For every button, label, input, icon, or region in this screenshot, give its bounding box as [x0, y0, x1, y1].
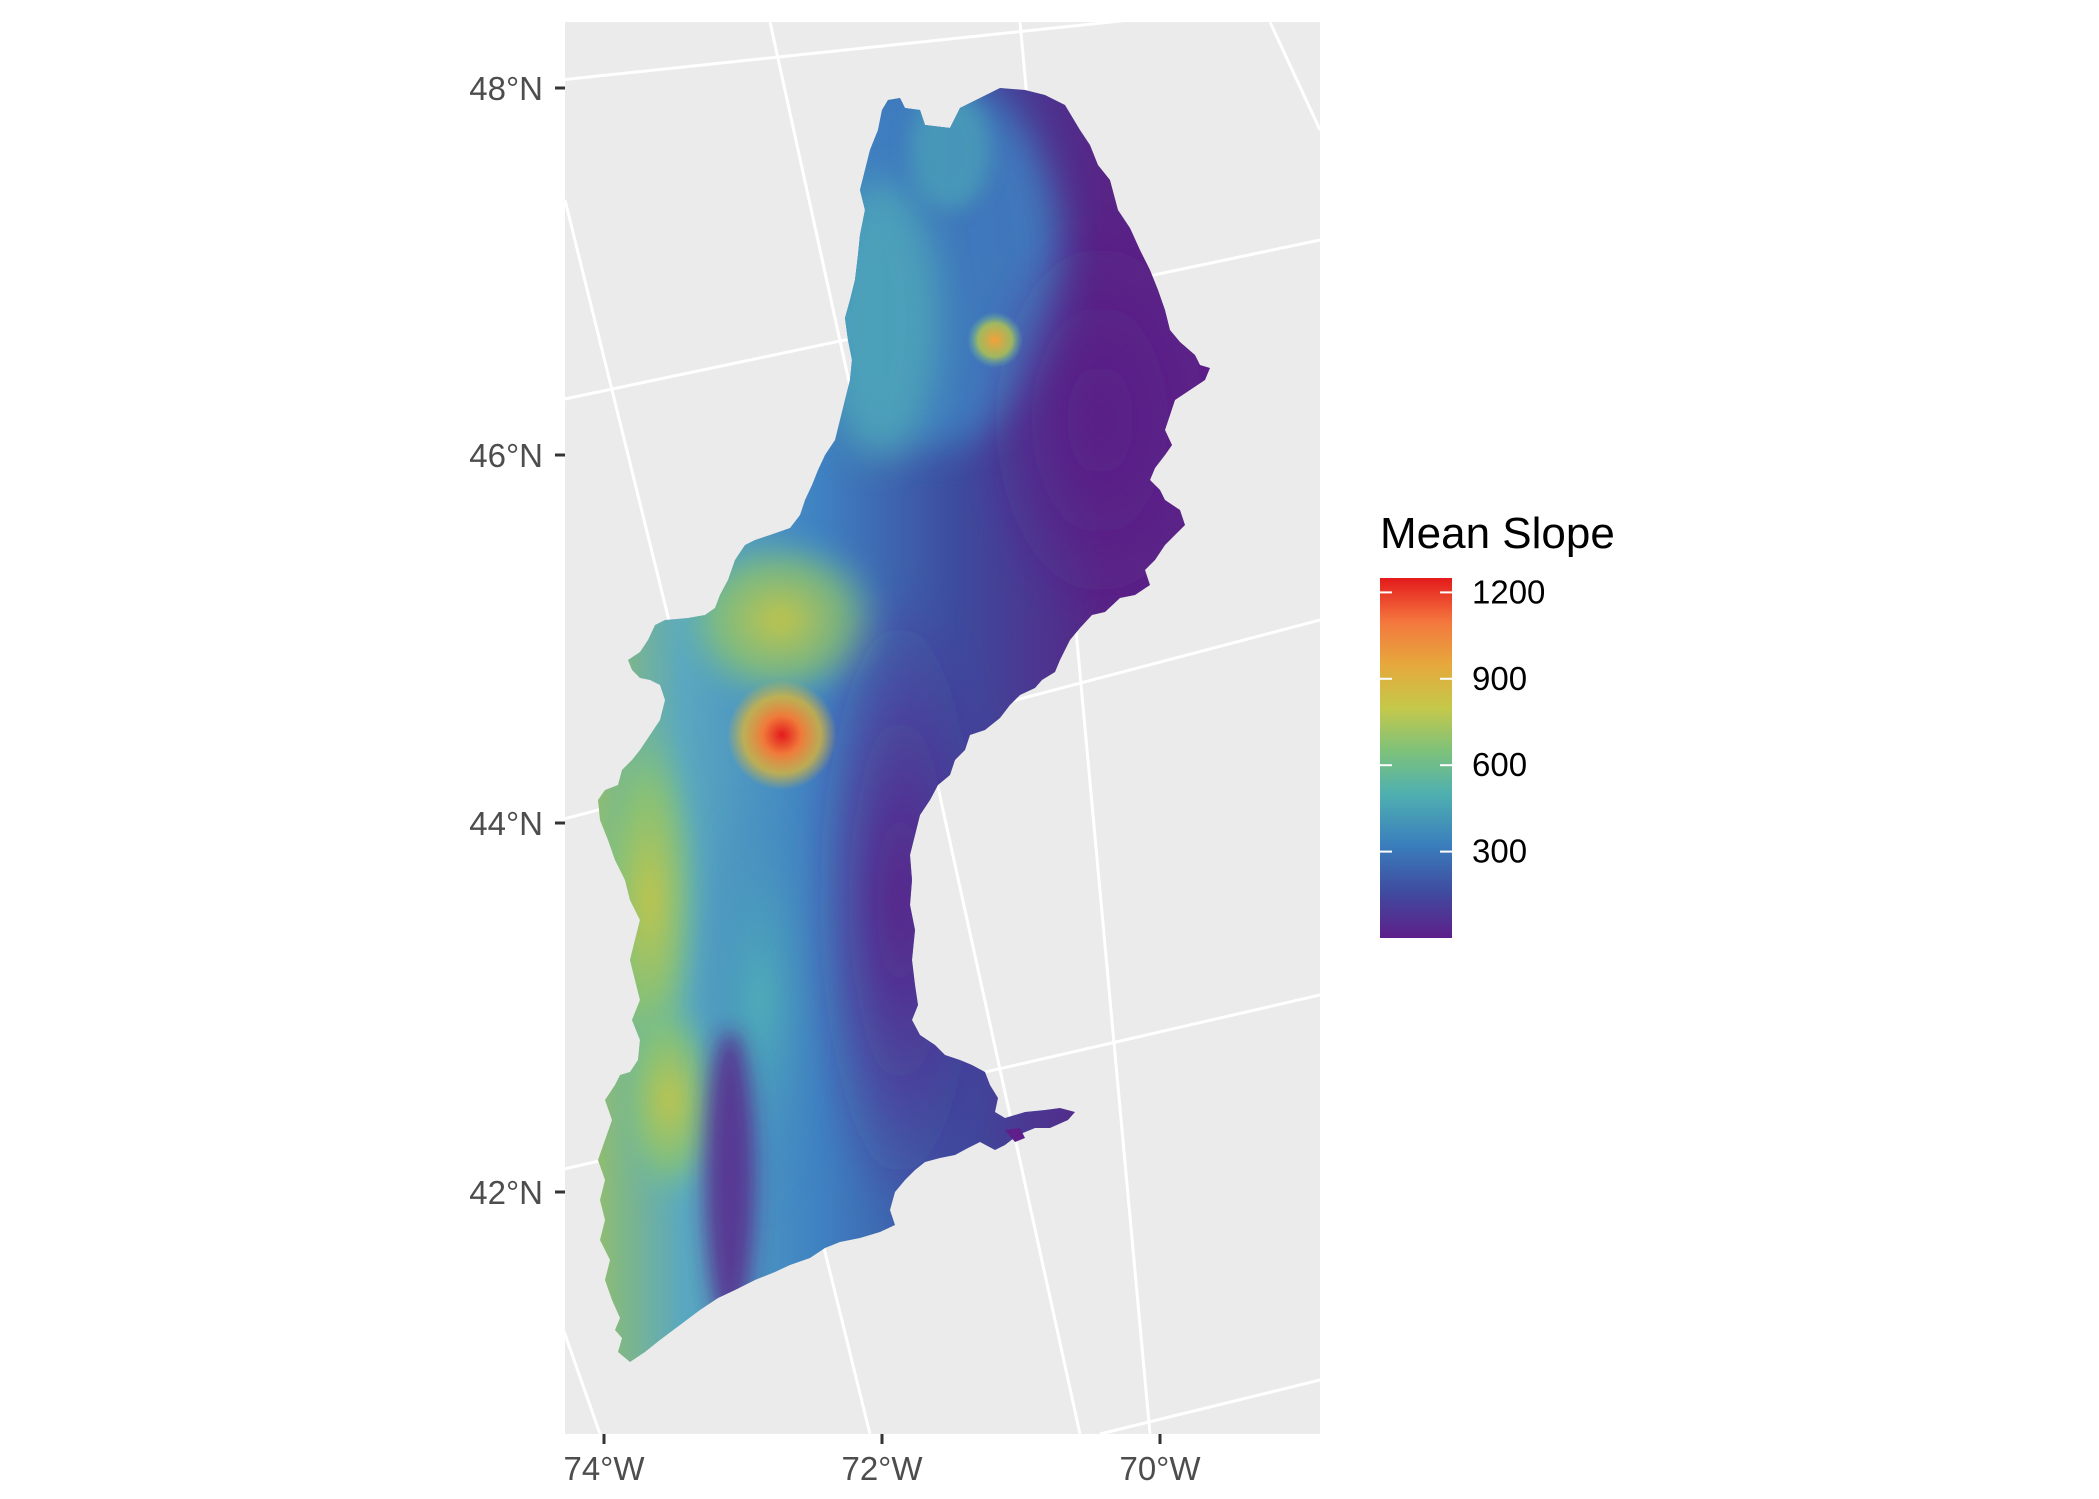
- legend: Mean Slope 1200 900 600 300: [1380, 509, 1615, 938]
- y-tick-label-46: 46°N: [469, 437, 543, 474]
- x-tick-label-74: 74°W: [563, 1450, 645, 1487]
- region-northeast-purple: [980, 220, 1210, 620]
- legend-colorbar: [1380, 578, 1452, 938]
- graticule-lat-41: [1099, 1378, 1320, 1434]
- x-axis: 74°W 72°W 70°W: [563, 1434, 1201, 1487]
- y-tick-label-48: 48°N: [469, 70, 543, 107]
- y-axis: 48°N 46°N 44°N 42°N: [469, 70, 565, 1211]
- graticule-lon-74: [565, 1329, 602, 1434]
- x-tick-label-70: 70°W: [1119, 1450, 1201, 1487]
- map-island: [1005, 1128, 1025, 1142]
- legend-tick-label-300: 300: [1472, 833, 1527, 870]
- legend-tick-label-1200: 1200: [1472, 573, 1545, 610]
- legend-tick-label-600: 600: [1472, 746, 1527, 783]
- region-east-purple: [810, 580, 990, 1220]
- region-hotspot-katahdin: [967, 312, 1023, 368]
- graticule-lon-70: [1268, 22, 1320, 131]
- region-valley-purple: [705, 1030, 755, 1330]
- legend-ticks: 1200 900 600 300: [1380, 573, 1545, 870]
- x-tick-label-72: 72°W: [841, 1450, 923, 1487]
- y-tick-label-42: 42°N: [469, 1174, 543, 1211]
- graticule-lat-48: [565, 22, 1126, 81]
- legend-tick-label-900: 900: [1472, 660, 1527, 697]
- legend-title: Mean Slope: [1380, 509, 1615, 558]
- region-hotspot-white-mountains: [727, 680, 837, 790]
- y-tick-label-44: 44°N: [469, 805, 543, 842]
